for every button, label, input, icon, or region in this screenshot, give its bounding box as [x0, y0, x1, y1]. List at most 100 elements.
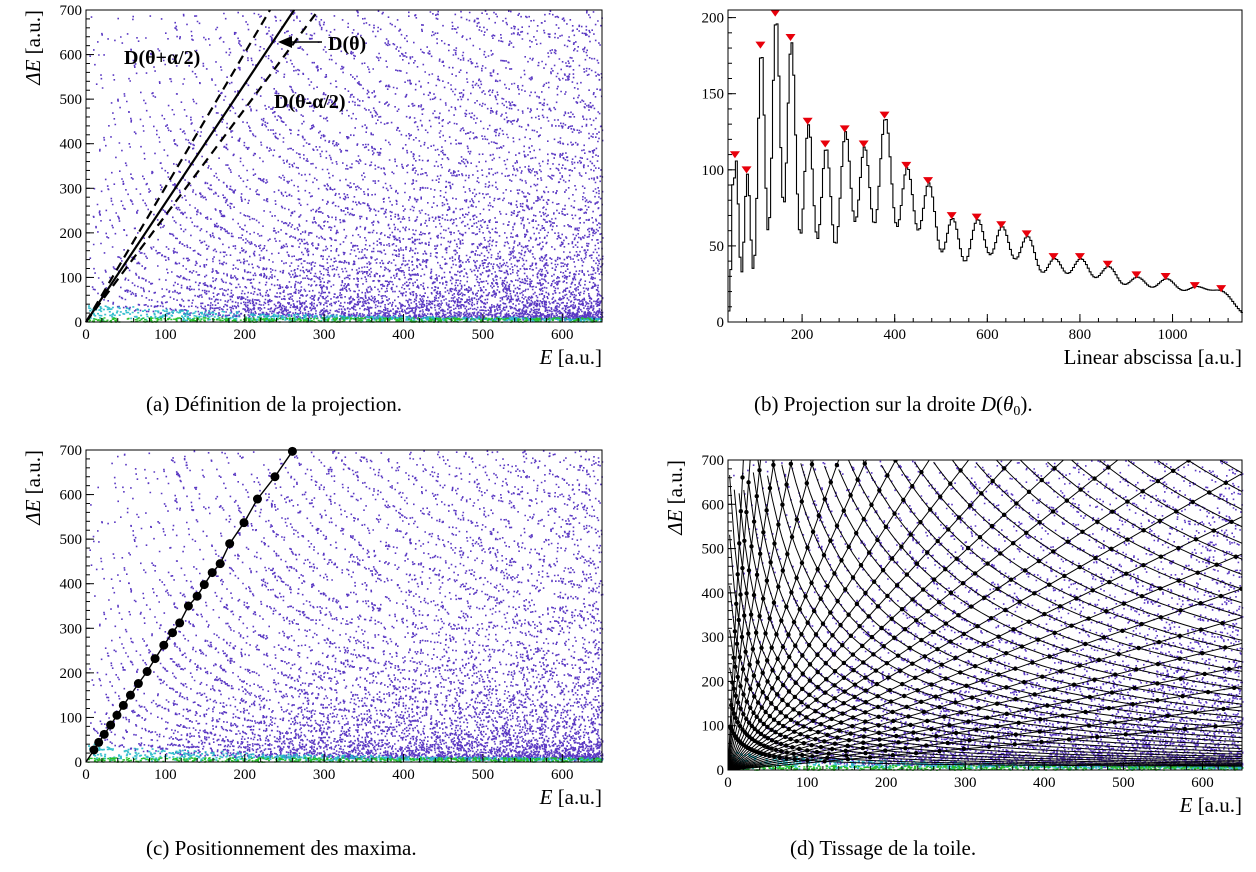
web-node — [788, 717, 794, 723]
web-node — [759, 705, 764, 710]
web-node — [967, 738, 972, 743]
web-node — [755, 729, 761, 734]
web-node — [781, 665, 786, 670]
maximum-point — [175, 618, 185, 628]
web-node — [751, 592, 757, 598]
projection-lines — [85, 9, 322, 323]
isotope-curve — [1019, 460, 1242, 590]
web-node — [830, 633, 835, 638]
web-node — [851, 667, 856, 673]
web-node — [910, 597, 915, 602]
web-node — [799, 752, 805, 758]
web-node — [861, 740, 866, 745]
web-node — [948, 481, 953, 486]
web-node — [760, 596, 766, 601]
web-node — [937, 704, 942, 710]
web-node — [752, 694, 757, 699]
panel-c: 0 100 200 300 400 500 600 0 100 200 300 400 500 600 70… — [0, 440, 628, 822]
x-tick-label: 100 — [154, 767, 177, 783]
web-node — [958, 670, 963, 675]
web-node — [746, 720, 752, 725]
web-node — [919, 469, 924, 475]
web-node — [774, 692, 780, 697]
web-node — [822, 496, 827, 502]
peak-marker — [755, 41, 766, 49]
web-node — [826, 751, 831, 756]
web-node — [1157, 518, 1163, 524]
web-node — [815, 566, 820, 572]
web-node — [946, 527, 951, 532]
web-node — [832, 668, 838, 674]
web-node — [791, 619, 797, 625]
web-node — [775, 675, 780, 681]
web-node — [821, 552, 827, 558]
web-node — [875, 694, 880, 699]
web-node — [969, 604, 974, 609]
web-node — [866, 614, 871, 619]
x-tick-label: 200 — [234, 767, 257, 783]
x-tick-label: 500 — [472, 767, 495, 783]
x-tick-label: 0 — [82, 767, 90, 783]
isotope-curve — [895, 460, 1242, 663]
web-node — [877, 737, 882, 742]
web-node — [779, 618, 784, 623]
web-node — [1026, 489, 1032, 495]
caption-b-prefix: (b) — [754, 392, 779, 416]
web-node — [911, 730, 916, 735]
isotope-curve — [975, 462, 1242, 617]
web-node — [861, 734, 867, 739]
web-node — [1106, 465, 1111, 470]
web-node — [1125, 537, 1130, 542]
web-node — [763, 709, 768, 715]
web-node — [832, 696, 837, 701]
web-node — [765, 724, 770, 730]
web-node — [758, 731, 764, 737]
web-node — [863, 675, 868, 680]
peak-marker — [802, 117, 813, 125]
isotope-curve — [1156, 460, 1242, 510]
web-node — [1213, 724, 1218, 729]
web-node — [770, 668, 775, 673]
web-node — [772, 541, 777, 546]
peak-marker — [729, 151, 740, 159]
web-node — [769, 727, 774, 732]
web-node — [1077, 564, 1082, 570]
web-node — [976, 705, 982, 711]
web-node — [923, 743, 929, 748]
peak-marker — [996, 221, 1007, 229]
web-node — [776, 584, 781, 589]
web-node — [914, 561, 920, 566]
web-node — [783, 743, 789, 748]
web-node — [904, 704, 909, 710]
web-node — [792, 756, 798, 762]
web-node — [1003, 607, 1008, 613]
web-node — [1095, 519, 1100, 524]
x-axis-label: Linear abscissa [a.u.] — [1064, 345, 1242, 369]
web-node — [869, 502, 874, 508]
web-node — [794, 575, 799, 581]
y-tick-label: 0 — [75, 755, 83, 771]
web-node — [823, 690, 828, 695]
web-node — [761, 530, 766, 535]
web-node — [964, 683, 969, 689]
web-node — [1132, 685, 1137, 691]
web-node — [931, 629, 936, 635]
peak-marker — [770, 9, 781, 17]
x-tick-label: 0 — [82, 327, 90, 343]
web-node — [1101, 635, 1106, 640]
web-node — [1198, 627, 1204, 632]
isotope-curve — [933, 461, 1242, 641]
web-node — [894, 733, 899, 739]
web-node — [828, 479, 833, 485]
web-node — [913, 750, 919, 756]
web-node — [1106, 705, 1112, 711]
web-node — [1051, 549, 1056, 554]
web-node — [1062, 726, 1067, 731]
web-node — [1198, 601, 1203, 606]
web-node — [995, 724, 1000, 729]
web-node — [1112, 672, 1118, 677]
web-node — [902, 626, 908, 632]
web-node — [850, 575, 856, 580]
peak-marker — [1160, 272, 1171, 280]
web-node — [810, 529, 816, 534]
